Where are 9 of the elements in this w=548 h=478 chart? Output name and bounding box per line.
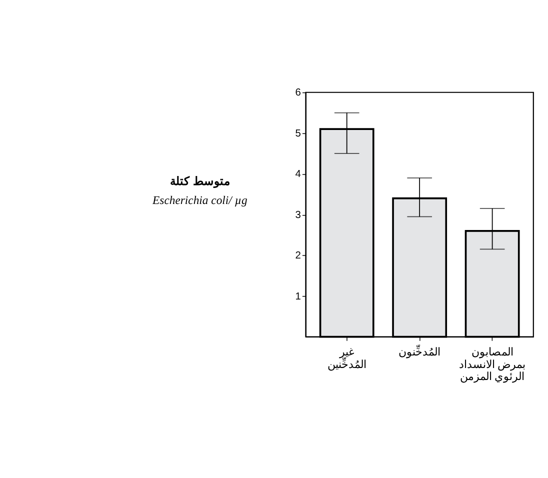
x-tick-label: المُدخِّنون <box>398 343 441 358</box>
y-tick-label: 5 <box>295 128 302 140</box>
y-tick-label: 4 <box>295 169 302 180</box>
y-tick-label: 3 <box>295 210 302 221</box>
x-tick-label: المصابون بمرض الانسداد الرئوي المزمن <box>458 346 526 384</box>
y-tick-label: 2 <box>295 250 302 262</box>
x-tick-label: غير المُدخِّنين <box>327 346 366 371</box>
y-tick-label: 1 <box>295 291 302 302</box>
y-tick-label: 6 <box>295 88 302 99</box>
